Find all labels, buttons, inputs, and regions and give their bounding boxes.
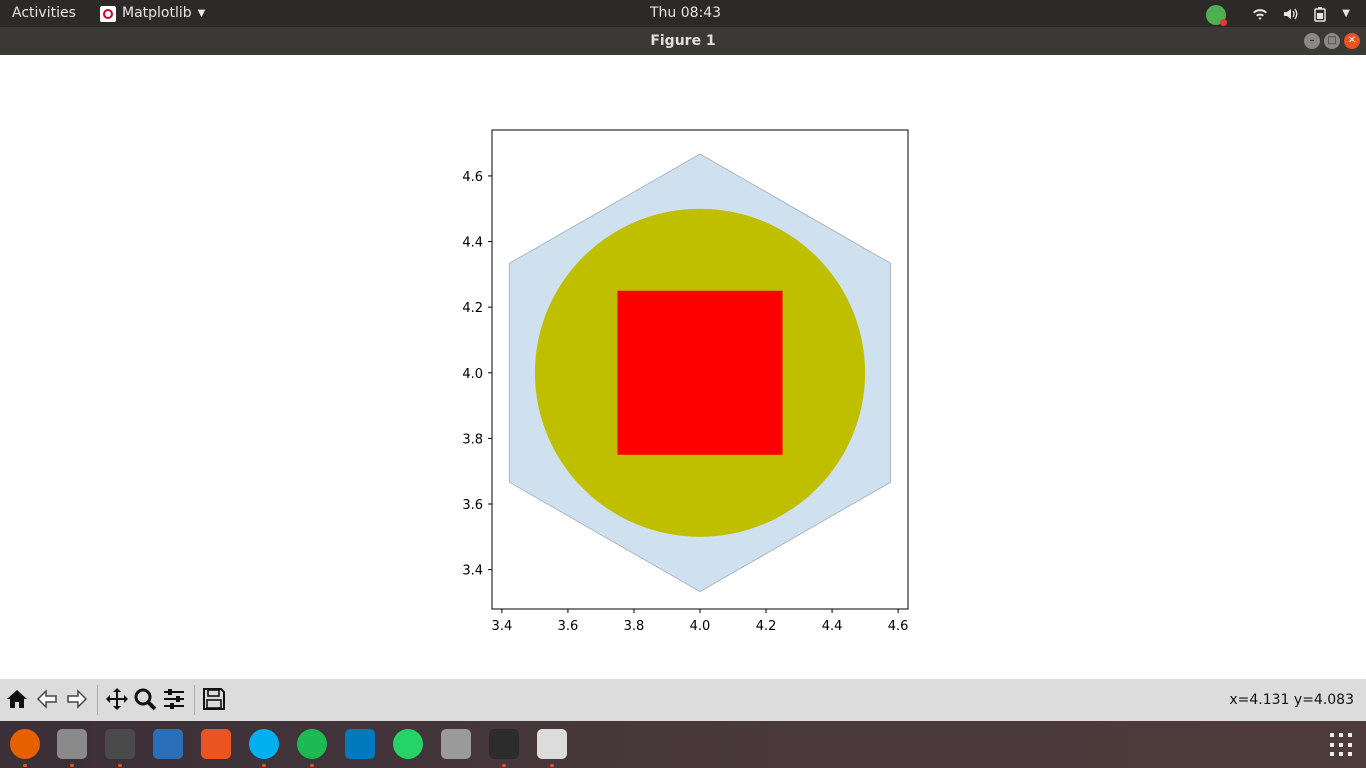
forward-button[interactable] xyxy=(64,686,90,712)
x-tick-label: 4.6 xyxy=(888,619,909,634)
chevron-down-icon: ▼ xyxy=(197,8,206,19)
grid-dot xyxy=(1330,742,1334,747)
back-arrow-icon xyxy=(36,689,57,709)
grid-dot xyxy=(1348,733,1352,737)
running-indicator xyxy=(502,764,506,767)
grid-dot xyxy=(1330,733,1334,737)
x-tick-label: 3.4 xyxy=(492,619,513,634)
update-shield-icon[interactable] xyxy=(1206,5,1228,26)
x-tick-label: 4.4 xyxy=(822,619,843,634)
y-tick-label: 4.2 xyxy=(462,301,483,316)
battery-icon[interactable] xyxy=(1312,6,1328,22)
save-button[interactable] xyxy=(201,686,227,712)
y-tick-label: 4.0 xyxy=(462,367,483,382)
rectangle-patch xyxy=(617,290,783,455)
x-tick-label: 4.2 xyxy=(756,619,777,634)
y-tick-label: 4.4 xyxy=(462,236,483,251)
grid-dot xyxy=(1348,752,1352,757)
running-indicator xyxy=(70,764,74,767)
running-indicator xyxy=(262,764,266,767)
zoom-button[interactable] xyxy=(132,686,158,712)
software-center-icon[interactable] xyxy=(201,729,231,759)
navigation-toolbar: x=4.131 y=4.083 xyxy=(0,679,1366,721)
top-bar: Activities Matplotlib ▼ Thu 08:43 ▼ xyxy=(0,0,1366,27)
y-tick-label: 4.6 xyxy=(462,170,483,185)
wifi-icon[interactable] xyxy=(1252,6,1268,22)
terminal-icon[interactable] xyxy=(489,729,519,759)
text-editor-icon[interactable] xyxy=(153,729,183,759)
close-button[interactable]: ✕ xyxy=(1344,33,1360,49)
matplotlib-icon xyxy=(100,5,116,22)
volume-icon[interactable] xyxy=(1282,6,1298,22)
app-menu[interactable]: Matplotlib ▼ xyxy=(100,0,205,27)
window-title-bar[interactable]: Figure 1 – □ ✕ xyxy=(0,27,1366,55)
matplotlib-figure-icon[interactable] xyxy=(537,729,567,759)
clock[interactable]: Thu 08:43 xyxy=(650,5,722,21)
y-tick-label: 3.4 xyxy=(462,564,483,579)
back-button[interactable] xyxy=(34,686,60,712)
save-icon xyxy=(203,688,225,710)
system-tray[interactable]: ▼ xyxy=(1206,0,1350,27)
minimize-button[interactable]: – xyxy=(1304,33,1320,49)
maximize-button[interactable]: □ xyxy=(1324,33,1340,49)
skype-icon[interactable] xyxy=(249,729,279,759)
grid-dot xyxy=(1339,733,1343,737)
pan-icon xyxy=(106,688,128,710)
whatsapp-icon[interactable] xyxy=(393,729,423,759)
y-tick-label: 3.6 xyxy=(462,498,483,513)
grid-dot xyxy=(1339,752,1343,757)
running-indicator xyxy=(310,764,314,767)
window-title: Figure 1 xyxy=(650,33,716,49)
grid-dot xyxy=(1339,742,1343,747)
sublime-text-icon[interactable] xyxy=(105,729,135,759)
grid-dot xyxy=(1348,742,1352,747)
zoom-icon xyxy=(134,688,157,711)
figure-canvas[interactable]: 3.4 3.6 3.8 4.0 4.2 4.4 4.6 3.4 3.6 3.8 4.0 4.2 4.4 4… xyxy=(0,55,1366,679)
running-indicator xyxy=(23,764,27,767)
running-indicator xyxy=(118,764,122,767)
grid-dot xyxy=(1330,752,1334,757)
configure-subplots-button[interactable] xyxy=(161,686,187,712)
activities-button[interactable]: Activities xyxy=(12,5,76,21)
x-tick-label: 4.0 xyxy=(690,619,711,634)
x-tick-label: 3.8 xyxy=(624,619,645,634)
plot-svg: 3.4 3.6 3.8 4.0 4.2 4.4 4.6 3.4 3.6 3.8 4.0 4.2 4.4 4… xyxy=(462,129,909,634)
app-menu-label: Matplotlib xyxy=(122,5,192,21)
running-indicator xyxy=(550,764,554,767)
scanner-icon[interactable] xyxy=(441,729,471,759)
toolbar-separator xyxy=(97,685,98,715)
home-button[interactable] xyxy=(4,686,30,712)
forward-arrow-icon xyxy=(67,689,88,709)
show-applications-icon[interactable] xyxy=(1330,733,1354,757)
taskbar-dock xyxy=(0,721,1366,768)
y-tick-label: 3.8 xyxy=(462,432,483,447)
x-tick-label: 3.6 xyxy=(558,619,579,634)
configure-subplots-icon xyxy=(164,689,184,709)
file-manager-icon[interactable] xyxy=(57,729,87,759)
firefox-icon[interactable] xyxy=(10,729,40,759)
toolbar-separator xyxy=(194,685,195,715)
home-icon xyxy=(7,690,27,708)
trello-icon[interactable] xyxy=(345,729,375,759)
cursor-coordinates: x=4.131 y=4.083 xyxy=(1229,692,1354,708)
chevron-down-icon[interactable]: ▼ xyxy=(1342,8,1350,19)
pan-button[interactable] xyxy=(104,686,130,712)
spotify-icon[interactable] xyxy=(297,729,327,759)
